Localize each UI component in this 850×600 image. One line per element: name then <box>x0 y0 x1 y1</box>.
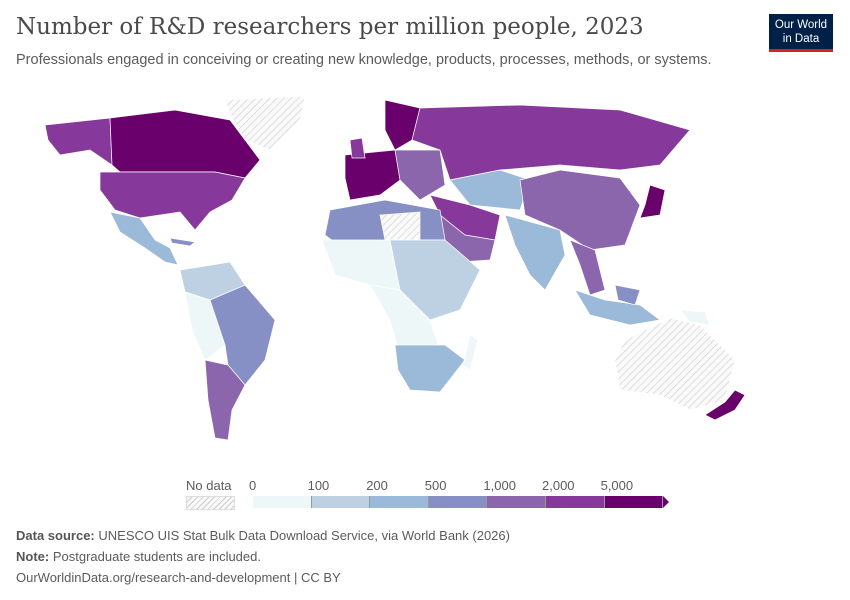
region-alaska[interactable] <box>44 117 113 166</box>
region-west-africa[interactable] <box>321 239 401 291</box>
region-india[interactable] <box>504 214 566 291</box>
region-brazil[interactable] <box>209 284 276 386</box>
legend-tick-label: 100 <box>307 478 330 493</box>
legend-tick-label: 500 <box>424 478 447 493</box>
region-greenland[interactable] <box>224 95 306 151</box>
legend-color-bin[interactable] <box>253 496 312 508</box>
source-text: UNESCO UIS Stat Bulk Data Download Servi… <box>98 528 510 543</box>
region-peru[interactable] <box>184 291 226 361</box>
region-caribbean[interactable] <box>169 237 196 247</box>
legend-color-bin[interactable] <box>428 496 488 508</box>
region-china[interactable] <box>519 169 641 251</box>
region-usa[interactable] <box>99 171 246 231</box>
legend-no-data-label: No data <box>186 478 232 493</box>
note: Note: Postgraduate students are included… <box>16 549 261 564</box>
region-sahara[interactable] <box>379 211 421 241</box>
legend-color-bin[interactable] <box>546 496 605 508</box>
legend-color-bin[interactable] <box>487 496 546 508</box>
legend-no-data-swatch <box>186 496 235 510</box>
region-southeast-asia[interactable] <box>569 239 606 296</box>
legend-color-bin[interactable] <box>311 496 371 508</box>
region-scandinavia[interactable] <box>384 99 421 151</box>
region-southern-africa[interactable] <box>394 344 466 393</box>
legend-tick-label: 1,000 <box>483 478 516 493</box>
legend-tick-label: 200 <box>366 478 388 493</box>
region-malaysia[interactable] <box>614 284 641 306</box>
source-label: Data source: <box>16 528 95 543</box>
note-label: Note: <box>16 549 50 564</box>
legend-arrow <box>663 496 670 508</box>
note-text: Postgraduate students are included. <box>52 549 261 564</box>
region-png[interactable] <box>679 309 711 326</box>
legend-color-bin[interactable] <box>604 496 664 508</box>
region-new-zealand[interactable] <box>704 389 746 421</box>
world-map[interactable] <box>0 90 850 470</box>
chart-subtitle: Professionals engaged in conceiving or c… <box>16 52 712 68</box>
region-mexico[interactable] <box>109 211 179 266</box>
chart-title: Number of R&D researchers per million pe… <box>16 14 644 40</box>
region-australia[interactable] <box>614 317 736 411</box>
legend-color-bin[interactable] <box>370 496 429 508</box>
region-japan[interactable] <box>639 184 666 219</box>
legend-tick-label: 2,000 <box>542 478 575 493</box>
legend-tick-label: 5,000 <box>600 478 634 493</box>
region-russia[interactable] <box>411 104 691 181</box>
region-madagascar[interactable] <box>462 334 479 371</box>
region-eastern-europe[interactable] <box>394 149 446 201</box>
source-url[interactable]: OurWorldinData.org/research-and-developm… <box>16 570 341 585</box>
region-argentina[interactable] <box>204 359 246 441</box>
legend-tick-label: 0 <box>249 478 257 493</box>
data-source: Data source: UNESCO UIS Stat Bulk Data D… <box>16 528 510 543</box>
region-uk[interactable] <box>349 137 366 159</box>
region-indonesia[interactable] <box>574 289 661 326</box>
owid-logo[interactable]: Our World in Data <box>769 14 833 52</box>
